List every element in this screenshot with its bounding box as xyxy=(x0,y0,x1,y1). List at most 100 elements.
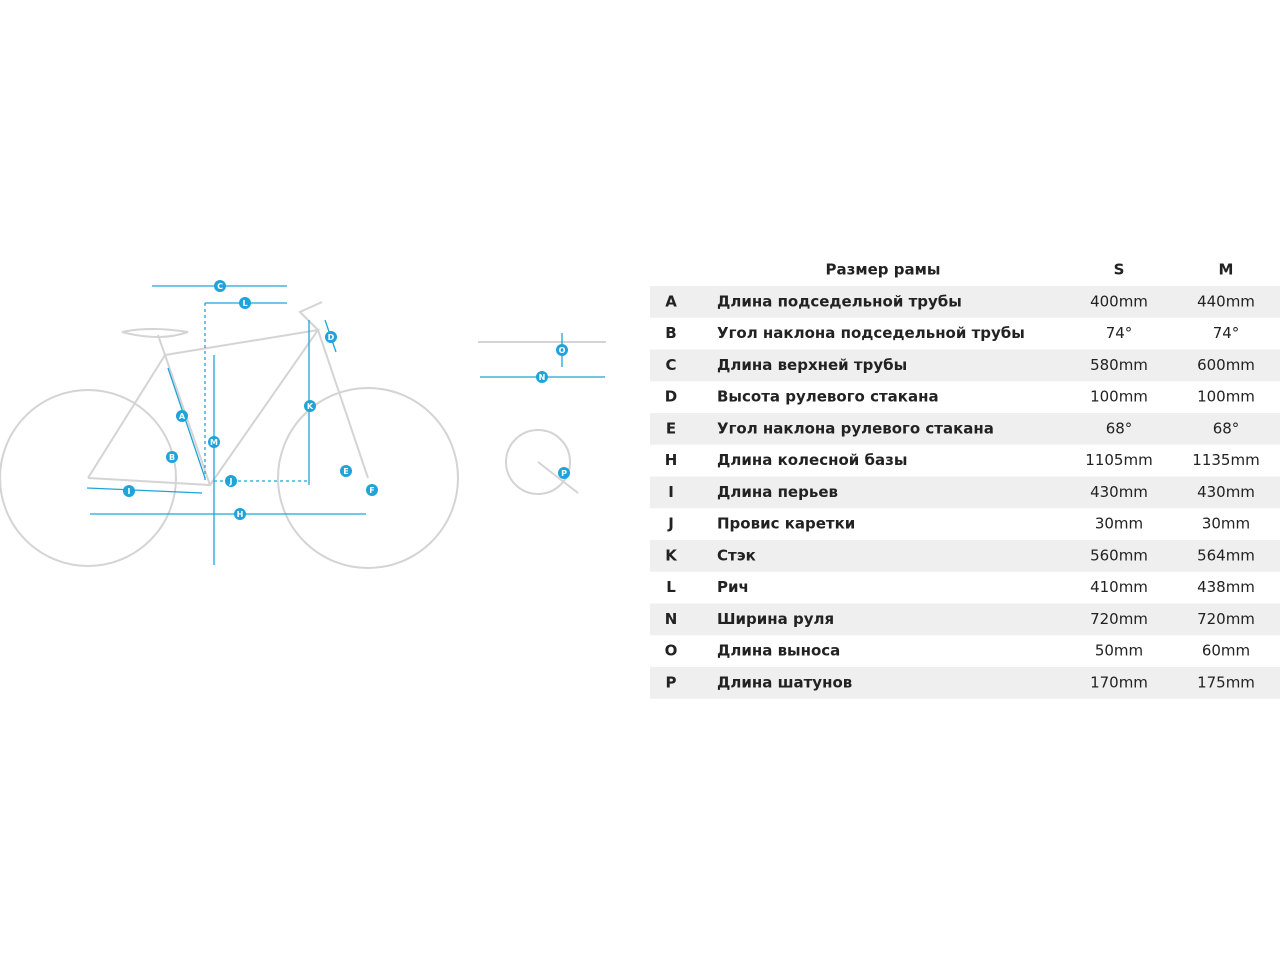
size-m: 564mm xyxy=(1197,546,1255,564)
row-name: Высота рулевого стакана xyxy=(717,388,939,406)
front-wheel xyxy=(277,387,459,569)
row-letter: N xyxy=(665,610,678,628)
row-band xyxy=(650,286,1280,318)
row-letter: I xyxy=(668,483,674,501)
row-letter: E xyxy=(666,419,676,437)
label-badge xyxy=(536,371,548,383)
row-letter: O xyxy=(665,642,678,660)
row-letter: J xyxy=(667,515,674,533)
dim-line xyxy=(86,487,203,494)
label-badge xyxy=(239,297,251,309)
dimension-label: E xyxy=(343,467,348,476)
size-m: 1135mm xyxy=(1192,451,1259,469)
dimension-label: N xyxy=(539,373,546,382)
row-letter: K xyxy=(665,546,678,564)
label-badge xyxy=(166,451,178,463)
dimension-label: I xyxy=(128,487,131,496)
size-m: 100mm xyxy=(1197,388,1255,406)
main-triangle xyxy=(164,328,321,486)
label-badge xyxy=(304,400,316,412)
row-letter: P xyxy=(666,673,677,691)
size-m: 430mm xyxy=(1197,483,1255,501)
stem xyxy=(298,301,323,331)
fork xyxy=(317,329,369,479)
row-name: Длина перьев xyxy=(717,483,838,501)
dim-line xyxy=(167,367,206,479)
row-name: Угол наклона рулевого стакана xyxy=(717,419,994,437)
dimension-label: C xyxy=(217,282,223,291)
header-cell: M xyxy=(1219,261,1234,279)
dimension-label: H xyxy=(237,510,244,519)
size-m: 30mm xyxy=(1202,515,1250,533)
dimension-labels: C L D A K M B J E F I H O N P xyxy=(123,280,570,520)
dimension-label: O xyxy=(559,346,566,355)
row-name: Длина колесной базы xyxy=(717,451,907,469)
row-name: Рич xyxy=(717,578,749,596)
chainring xyxy=(505,429,571,495)
row-band xyxy=(650,603,1280,636)
row-letter: L xyxy=(666,578,676,596)
header-cell: Размер рамы xyxy=(826,261,941,279)
label-badge xyxy=(214,280,226,292)
row-band xyxy=(650,667,1280,699)
label-badge xyxy=(123,485,135,497)
size-s: 1105mm xyxy=(1085,451,1152,469)
size-m: 440mm xyxy=(1197,292,1255,310)
row-name: Стэк xyxy=(717,546,756,564)
row-name: Длина выноса xyxy=(717,642,840,660)
size-m: 720mm xyxy=(1197,610,1255,628)
row-name: Длина подседельной трубы xyxy=(717,292,962,310)
size-s: 410mm xyxy=(1090,578,1148,596)
size-m: 600mm xyxy=(1197,356,1255,374)
saddle xyxy=(121,328,189,338)
dimension-label: M xyxy=(210,438,218,447)
seatpost xyxy=(157,334,166,356)
geometry-table: Размер рамы S M A Длина подседельной трубы 40… xyxy=(650,261,1280,699)
row-letter: D xyxy=(665,388,677,406)
size-s: 720mm xyxy=(1090,610,1148,628)
size-s: 50mm xyxy=(1095,642,1143,660)
dimension-label: K xyxy=(307,402,314,411)
label-badge xyxy=(558,467,570,479)
size-s: 580mm xyxy=(1090,356,1148,374)
size-s: 170mm xyxy=(1090,673,1148,691)
size-s: 100mm xyxy=(1090,388,1148,406)
label-badge xyxy=(208,436,220,448)
crank-arm xyxy=(537,461,579,494)
row-band xyxy=(650,413,1280,445)
size-s: 560mm xyxy=(1090,546,1148,564)
dimension-label: A xyxy=(179,412,186,421)
size-m: 60mm xyxy=(1202,642,1250,660)
label-badge xyxy=(366,484,378,496)
row-name: Угол наклона подседельной трубы xyxy=(717,324,1025,342)
rear-wheel xyxy=(0,389,177,567)
row-band xyxy=(650,540,1280,572)
dimension-label: D xyxy=(328,333,335,342)
size-m: 438mm xyxy=(1197,578,1255,596)
size-s: 74° xyxy=(1106,324,1133,342)
row-band xyxy=(650,476,1280,509)
label-badge xyxy=(234,508,246,520)
size-s: 30mm xyxy=(1095,515,1143,533)
label-badge xyxy=(225,475,237,487)
row-letter: H xyxy=(665,451,678,469)
size-s: 430mm xyxy=(1090,483,1148,501)
size-m: 74° xyxy=(1213,324,1240,342)
header-cell: S xyxy=(1114,261,1125,279)
dimension-label: P xyxy=(561,469,567,478)
size-m: 68° xyxy=(1213,419,1240,437)
dimension-label: J xyxy=(229,477,233,486)
row-name: Провис каретки xyxy=(717,515,855,533)
label-badge xyxy=(176,410,188,422)
label-badge xyxy=(340,465,352,477)
size-s: 68° xyxy=(1106,419,1133,437)
row-name: Ширина руля xyxy=(717,610,834,628)
label-badge xyxy=(556,344,568,356)
bike-drawing xyxy=(0,285,606,569)
row-letter: C xyxy=(665,356,676,374)
row-letter: B xyxy=(665,324,676,342)
dimension-label: L xyxy=(242,299,247,308)
rear-triangle xyxy=(87,352,212,487)
